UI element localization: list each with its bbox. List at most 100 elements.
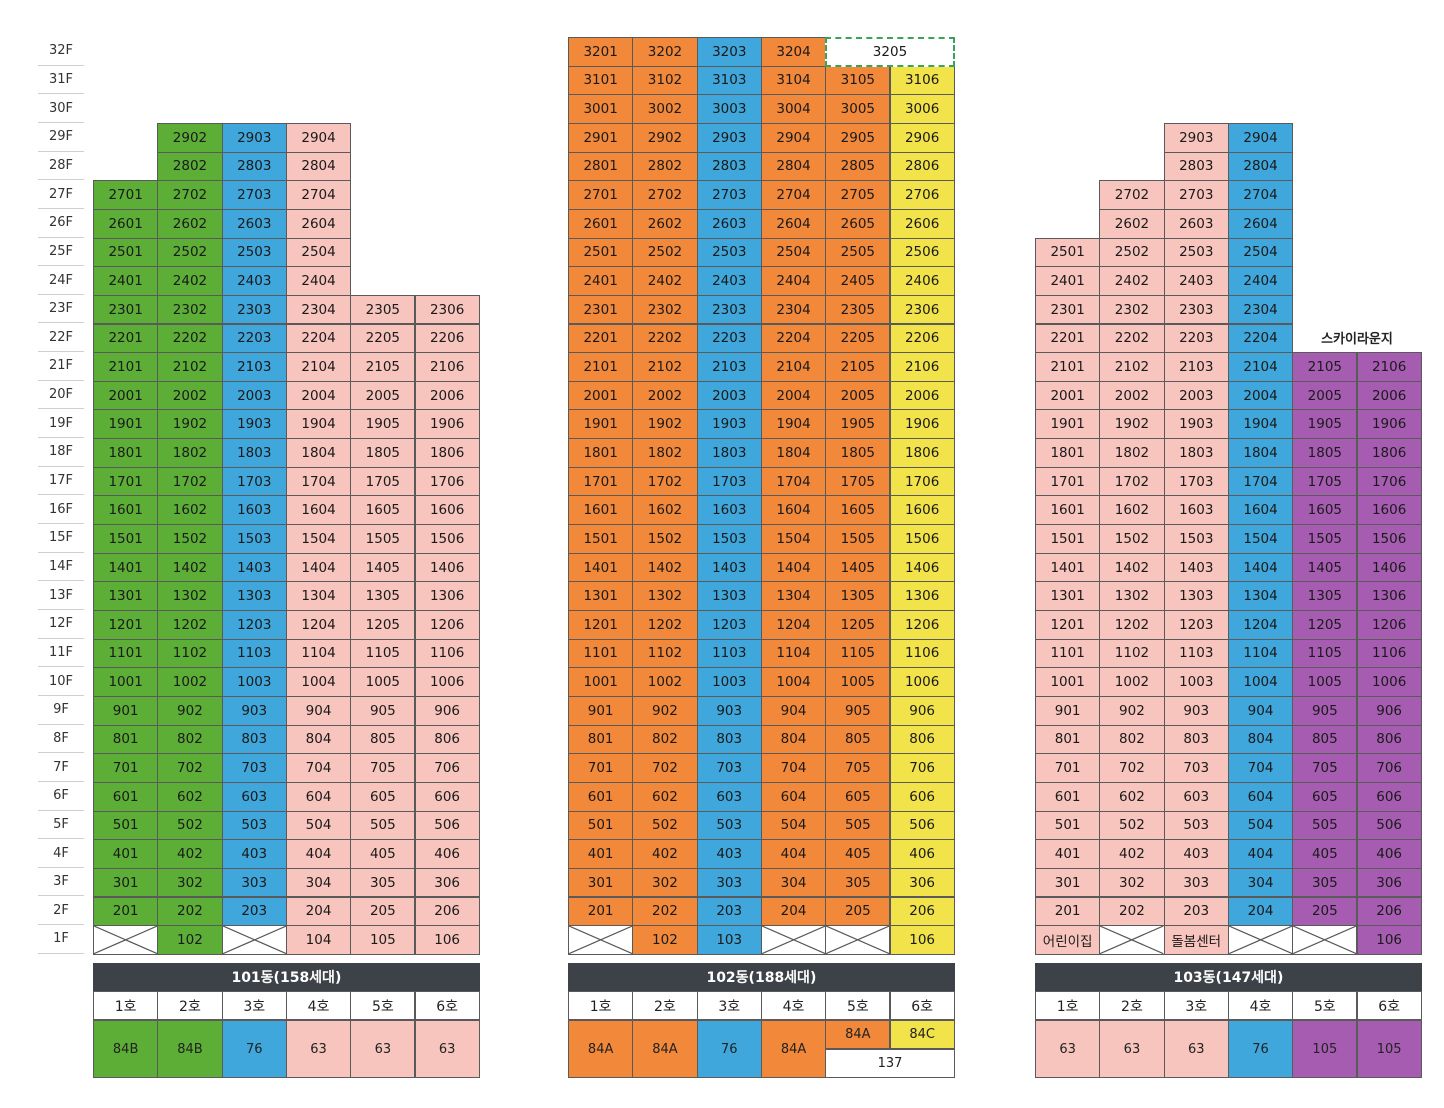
unit-cell[interactable]: 203: [696, 896, 762, 927]
unit-cell[interactable]: 1304: [760, 581, 827, 611]
unit-cell[interactable]: 1705: [1292, 466, 1358, 497]
unit-cell[interactable]: 401: [1035, 839, 1101, 869]
unit-cell[interactable]: 606: [1356, 781, 1422, 812]
unit-cell[interactable]: 404: [1227, 839, 1294, 869]
unit-cell[interactable]: 3003: [696, 94, 762, 124]
unit-cell[interactable]: 2401: [93, 266, 159, 296]
unit-cell[interactable]: 1604: [285, 495, 352, 526]
unit-cell[interactable]: 806: [414, 724, 480, 755]
unit-cell[interactable]: 2802: [157, 151, 223, 182]
unit-cell[interactable]: 1401: [568, 552, 634, 583]
unit-cell[interactable]: 2603: [221, 208, 287, 239]
unit-cell[interactable]: 902: [632, 695, 698, 726]
unit-cell[interactable]: 903: [1163, 695, 1229, 726]
unit-cell[interactable]: 1401: [1035, 552, 1101, 583]
unit-cell[interactable]: 1901: [568, 409, 634, 440]
unit-cell[interactable]: 1001: [1035, 667, 1101, 697]
unit-cell[interactable]: 1302: [157, 581, 223, 611]
unit-cell[interactable]: 306: [1356, 867, 1422, 898]
unit-cell[interactable]: 1403: [696, 552, 762, 583]
unit-cell[interactable]: 1602: [632, 495, 698, 526]
unit-cell[interactable]: 705: [825, 753, 891, 783]
unit-cell[interactable]: 1906: [889, 409, 955, 440]
unit-cell[interactable]: 206: [414, 896, 480, 927]
unit-cell[interactable]: 2703: [221, 180, 287, 210]
unit-cell[interactable]: 1201: [568, 610, 634, 640]
unit-cell[interactable]: 2105: [350, 352, 416, 382]
unit-cell[interactable]: 1505: [825, 524, 891, 554]
unit-cell[interactable]: 1105: [1292, 638, 1358, 669]
unit-cell[interactable]: 1002: [1099, 667, 1165, 697]
unit-cell[interactable]: 902: [1099, 695, 1165, 726]
unit-cell[interactable]: 2704: [1227, 180, 1294, 210]
unit-cell[interactable]: 1804: [1227, 438, 1294, 468]
unit-cell[interactable]: 1704: [1227, 466, 1294, 497]
unit-cell[interactable]: 2604: [285, 208, 352, 239]
unit-cell[interactable]: 402: [157, 839, 223, 869]
unit-cell[interactable]: 2101: [93, 352, 159, 382]
unit-cell[interactable]: 201: [568, 896, 634, 927]
unit-cell[interactable]: 2501: [568, 237, 634, 268]
unit-cell[interactable]: 502: [632, 810, 698, 841]
unit-cell[interactable]: 2503: [1163, 237, 1229, 268]
unit-cell[interactable]: 3001: [568, 94, 634, 124]
unit-cell[interactable]: 301: [1035, 867, 1101, 898]
unit-cell[interactable]: 305: [1292, 867, 1358, 898]
unit-cell[interactable]: 1902: [632, 409, 698, 440]
unit-cell[interactable]: 2801: [568, 151, 634, 182]
unit-cell[interactable]: 1604: [1227, 495, 1294, 526]
unit-cell[interactable]: 2404: [1227, 266, 1294, 296]
unit-cell[interactable]: 202: [632, 896, 698, 927]
unit-cell[interactable]: 303: [1163, 867, 1229, 898]
unit-cell[interactable]: 905: [1292, 695, 1358, 726]
unit-cell[interactable]: 1303: [1163, 581, 1229, 611]
unit-cell[interactable]: 1904: [285, 409, 352, 440]
unit-cell[interactable]: 1003: [696, 667, 762, 697]
unit-cell[interactable]: 805: [1292, 724, 1358, 755]
unit-cell[interactable]: 1206: [1356, 610, 1422, 640]
unit-cell[interactable]: 501: [93, 810, 159, 841]
unit-cell[interactable]: 2804: [760, 151, 827, 182]
unit-cell[interactable]: 2705: [825, 180, 891, 210]
unit-cell[interactable]: 904: [760, 695, 827, 726]
unit-cell[interactable]: 403: [221, 839, 287, 869]
unit-cell[interactable]: 2003: [221, 380, 287, 411]
unit-cell[interactable]: 204: [1227, 896, 1294, 927]
unit-cell[interactable]: 1605: [825, 495, 891, 526]
unit-cell[interactable]: 1805: [825, 438, 891, 468]
unit-cell[interactable]: 2603: [696, 208, 762, 239]
unit-cell[interactable]: 2503: [696, 237, 762, 268]
unit-cell[interactable]: 204: [760, 896, 827, 927]
unit-cell[interactable]: 2806: [889, 151, 955, 182]
unit-cell[interactable]: 1702: [1099, 466, 1165, 497]
unit-cell[interactable]: 1804: [285, 438, 352, 468]
unit-cell[interactable]: 1402: [157, 552, 223, 583]
unit-cell[interactable]: 2903: [221, 122, 287, 153]
unit-cell[interactable]: 2005: [1292, 380, 1358, 411]
unit-cell[interactable]: 2204: [760, 323, 827, 354]
unit-cell[interactable]: 1803: [1163, 438, 1229, 468]
unit-cell[interactable]: 2101: [568, 352, 634, 382]
first-floor-cell[interactable]: 106: [889, 925, 955, 955]
unit-cell[interactable]: 1103: [1163, 638, 1229, 669]
unit-cell[interactable]: 1905: [350, 409, 416, 440]
unit-cell[interactable]: 1204: [1227, 610, 1294, 640]
unit-cell[interactable]: 2902: [632, 122, 698, 153]
unit-cell[interactable]: 806: [1356, 724, 1422, 755]
unit-cell[interactable]: 801: [93, 724, 159, 755]
unit-cell[interactable]: 2103: [221, 352, 287, 382]
unit-cell[interactable]: 1901: [93, 409, 159, 440]
unit-cell[interactable]: 704: [1227, 753, 1294, 783]
unit-cell[interactable]: 202: [1099, 896, 1165, 927]
unit-cell[interactable]: 1205: [350, 610, 416, 640]
unit-cell[interactable]: 2403: [221, 266, 287, 296]
unit-cell[interactable]: 902: [157, 695, 223, 726]
unit-cell[interactable]: 2104: [285, 352, 352, 382]
unit-cell[interactable]: 605: [1292, 781, 1358, 812]
unit-cell[interactable]: 2401: [1035, 266, 1101, 296]
unit-cell[interactable]: 504: [285, 810, 352, 841]
unit-cell[interactable]: 1603: [696, 495, 762, 526]
unit-cell[interactable]: 2202: [1099, 323, 1165, 354]
unit-cell[interactable]: 701: [1035, 753, 1101, 783]
unit-cell[interactable]: 2201: [568, 323, 634, 354]
